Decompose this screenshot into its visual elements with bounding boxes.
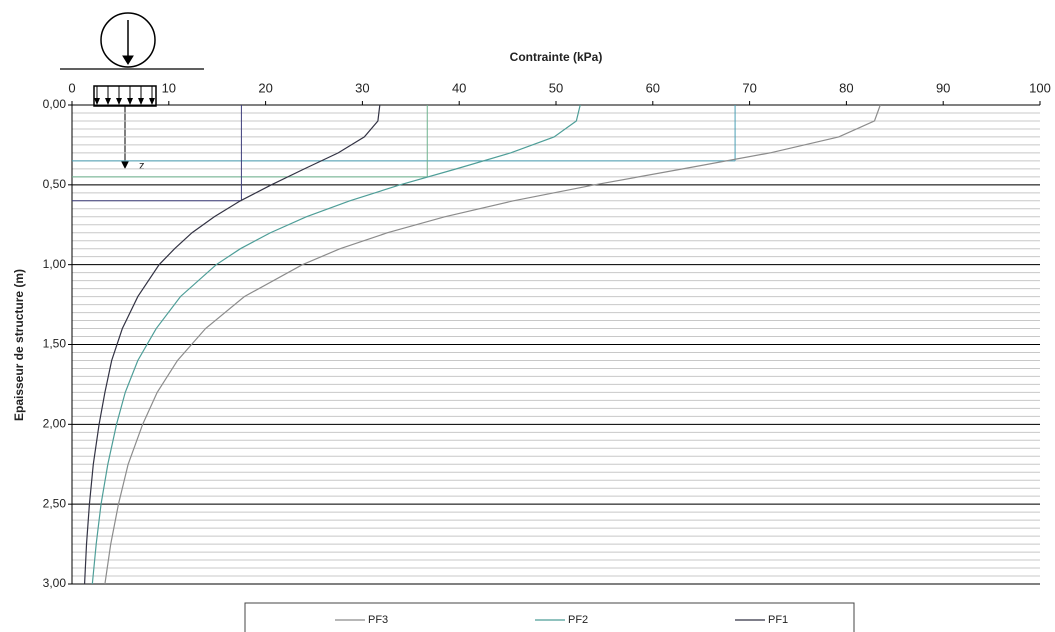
x-tick-label: 80 xyxy=(839,80,853,95)
x-tick-label: 30 xyxy=(355,80,369,95)
y-tick-label: 2,50 xyxy=(43,496,67,510)
depth-annotation: z xyxy=(139,160,145,172)
legend-box xyxy=(244,602,855,632)
x-tick-label: 90 xyxy=(936,80,950,95)
x-tick-label: 10 xyxy=(162,80,176,95)
legend-label: PF1 xyxy=(768,614,788,626)
y-axis-title: Epaisseur de structure (m) xyxy=(12,269,26,421)
y-tick-label: 1,50 xyxy=(43,337,67,351)
y-tick-label: 2,00 xyxy=(43,417,67,431)
series-line xyxy=(91,104,581,585)
x-tick-label: 0 xyxy=(68,80,75,95)
x-tick-label: 20 xyxy=(258,80,272,95)
x-tick-label: 60 xyxy=(646,80,660,95)
x-tick-label: 40 xyxy=(452,80,466,95)
x-tick-label: 50 xyxy=(549,80,563,95)
legend-label: PF3 xyxy=(368,614,388,626)
load-icon xyxy=(60,12,204,169)
x-axis-title: Contrainte (kPa) xyxy=(510,50,603,64)
series-line xyxy=(104,104,881,585)
y-tick-label: 3,00 xyxy=(43,576,67,590)
legend-label: PF2 xyxy=(568,614,588,626)
y-tick-label: 0,50 xyxy=(43,177,67,191)
x-tick-label: 70 xyxy=(742,80,756,95)
y-tick-label: 0,00 xyxy=(43,97,67,111)
y-tick-label: 1,00 xyxy=(43,257,67,271)
series-line xyxy=(83,104,381,585)
x-tick-label: 100 xyxy=(1029,80,1051,95)
